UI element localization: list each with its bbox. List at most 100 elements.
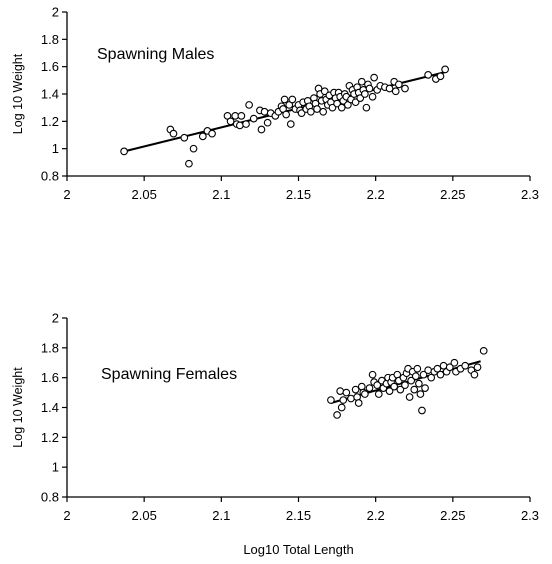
data-point — [327, 396, 335, 404]
data-point — [450, 358, 459, 367]
data-point — [401, 381, 409, 389]
data-point — [361, 390, 369, 398]
data-point — [342, 388, 351, 397]
y-tick-label: 1.8 — [41, 32, 59, 47]
data-point — [415, 379, 423, 388]
data-point — [373, 381, 382, 389]
data-point — [416, 390, 425, 398]
data-point — [433, 364, 442, 373]
y-axis-label: Log 10 Weight — [11, 367, 25, 448]
y-tick-label: 2 — [52, 5, 59, 20]
data-point — [410, 385, 419, 394]
x-tick-label: 2.3 — [521, 187, 539, 202]
data-point — [385, 84, 394, 93]
data-point — [365, 384, 374, 392]
data-point — [297, 109, 306, 117]
data-point — [337, 103, 346, 112]
data-point — [354, 399, 363, 407]
x-tick-label: 2.1 — [212, 508, 230, 523]
data-point — [473, 363, 482, 372]
data-point — [236, 121, 244, 130]
data-point — [120, 147, 128, 156]
data-point — [263, 118, 272, 127]
data-point — [282, 110, 291, 119]
data-point — [356, 94, 365, 102]
data-point — [319, 107, 328, 116]
chart-panel-2: 0.8 1 1.2 1.4 1.6 1.8 2 2 2.05 2.1 2.15 2.2 2.25 2.3 L… — [11, 311, 539, 558]
data-point — [351, 385, 360, 394]
x-tick-label: 2 — [63, 187, 70, 202]
y-tick-label: 1.4 — [41, 87, 59, 102]
data-point — [407, 376, 416, 385]
y-tick-label: 1.2 — [41, 430, 59, 445]
y-tick-label: 1.6 — [41, 370, 59, 385]
data-point — [370, 73, 378, 82]
data-point — [180, 133, 189, 142]
data-point — [286, 120, 295, 128]
data-point — [368, 370, 377, 379]
data-point — [226, 117, 235, 126]
data-point — [198, 132, 207, 141]
x-tick-label: 2 — [63, 508, 70, 523]
chart-panel-1: 0.8 1 1.2 1.4 1.6 1.8 2 2 2.05 2.1 2.15 2.2 2.25 2.3 L… — [11, 5, 539, 203]
data-point — [424, 366, 432, 375]
y-tick-label: 0.8 — [41, 490, 59, 505]
y-tick-label: 1.8 — [41, 340, 59, 355]
data-point — [413, 364, 422, 373]
data-point — [436, 370, 445, 379]
y-tick-label: 1.2 — [41, 114, 59, 129]
data-point — [411, 372, 420, 381]
data-point — [169, 129, 178, 138]
data-point — [445, 363, 454, 372]
data-point — [365, 84, 374, 93]
data-point — [237, 112, 246, 120]
data-point — [374, 390, 383, 398]
data-point — [391, 87, 400, 96]
data-point — [333, 411, 341, 419]
x-tick-label: 2.3 — [521, 508, 539, 523]
data-point — [479, 346, 488, 355]
data-point — [288, 95, 297, 104]
data-point — [405, 393, 414, 401]
x-tick-label: 2.1 — [212, 187, 230, 202]
y-tick-label: 1.4 — [41, 400, 59, 415]
data-point — [313, 105, 321, 113]
data-point — [306, 107, 315, 116]
data-point — [320, 87, 329, 96]
y-tick-label: 1 — [52, 141, 59, 156]
data-point — [189, 144, 198, 153]
data-point — [231, 112, 240, 120]
data-point — [333, 99, 341, 108]
data-point — [260, 107, 269, 116]
panel-annotation: Spawning Males — [97, 46, 214, 63]
data-point — [368, 92, 377, 101]
data-point — [461, 361, 470, 370]
data-point — [394, 80, 403, 89]
y-axis-label: Log 10 Weight — [11, 53, 25, 134]
data-point — [362, 103, 371, 112]
data-point — [427, 373, 436, 382]
x-tick-label: 2.05 — [132, 508, 157, 523]
data-point — [396, 385, 405, 394]
data-point — [436, 72, 445, 81]
data-point — [401, 84, 409, 93]
data-point — [421, 384, 429, 392]
data-point — [337, 403, 346, 412]
data-point — [347, 394, 355, 403]
data-point — [357, 77, 366, 86]
x-tick-label: 2.05 — [132, 187, 157, 202]
data-point — [385, 387, 394, 395]
data-point — [185, 159, 193, 168]
x-tick-label: 2.25 — [440, 508, 465, 523]
x-axis-label: Log10 Total Length — [243, 542, 353, 557]
x-tick-label: 2.2 — [367, 187, 385, 202]
x-tick-label: 2.25 — [440, 187, 465, 202]
y-tick-label: 2 — [52, 311, 59, 326]
data-point — [242, 120, 250, 128]
data-point — [418, 406, 426, 415]
data-point — [328, 103, 337, 112]
data-point — [208, 129, 216, 138]
y-tick-label: 1.6 — [41, 59, 59, 74]
x-tick-label: 2.15 — [286, 508, 311, 523]
